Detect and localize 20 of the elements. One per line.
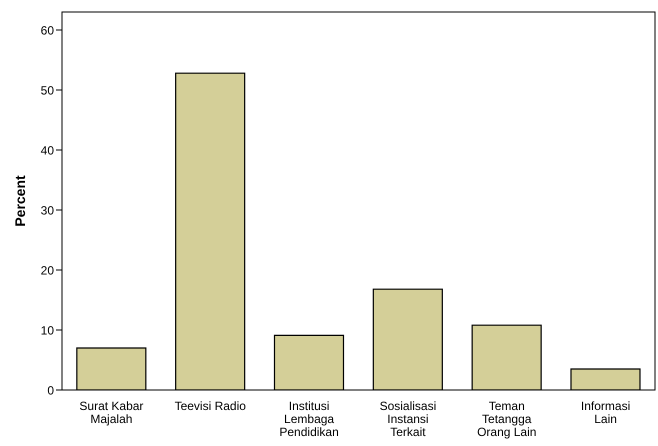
bar bbox=[76, 347, 146, 390]
y-tick-label: 0 bbox=[47, 383, 54, 398]
bar bbox=[372, 288, 443, 390]
y-tick-label: 20 bbox=[40, 263, 54, 278]
y-tick-label: 60 bbox=[40, 23, 54, 38]
x-tick-label: Institusi Lembaga Pendidikan bbox=[279, 399, 339, 439]
y-tick-label: 40 bbox=[40, 143, 54, 158]
bar bbox=[274, 334, 344, 390]
y-tick-label: 30 bbox=[40, 203, 54, 218]
y-axis-title: Percent bbox=[12, 174, 28, 227]
bar bbox=[472, 324, 542, 390]
x-tick-label: Surat Kabar Majalah bbox=[79, 399, 144, 426]
bar bbox=[570, 368, 641, 390]
y-tick-label: 50 bbox=[40, 83, 54, 98]
x-tick-label: Teman Tetangga Orang Lain bbox=[477, 399, 536, 439]
bar bbox=[175, 72, 246, 390]
x-tick-label: Teevisi Radio bbox=[174, 399, 246, 413]
y-tick-label: 10 bbox=[40, 323, 54, 338]
x-tick-label: Sosialisasi Instansi Terkait bbox=[380, 399, 436, 439]
x-tick-label: Informasi Lain bbox=[580, 399, 630, 426]
